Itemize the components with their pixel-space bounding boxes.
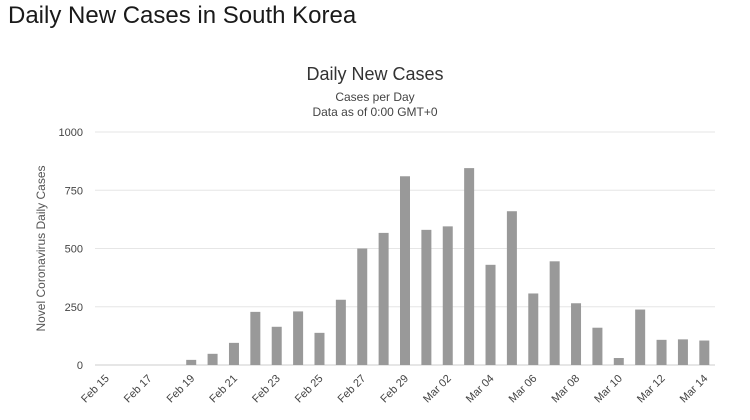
page-heading: Daily New Cases in South Korea xyxy=(8,2,357,29)
y-tick-label: 250 xyxy=(65,302,83,314)
bar xyxy=(677,339,688,365)
y-tick-label: 1000 xyxy=(59,127,83,139)
bar xyxy=(506,211,517,365)
bar xyxy=(186,359,197,365)
x-tick-label: Feb 21 xyxy=(207,373,240,406)
x-tick-label: Mar 08 xyxy=(549,373,582,406)
x-tick-label: Mar 02 xyxy=(421,373,454,406)
x-tick-label: Feb 23 xyxy=(250,373,283,406)
x-tick-label: Mar 14 xyxy=(678,373,711,406)
x-tick-label: Mar 10 xyxy=(592,373,625,406)
bar xyxy=(549,261,560,365)
y-tick-label: 500 xyxy=(65,244,83,256)
bar xyxy=(485,264,496,365)
x-tick-label: Feb 27 xyxy=(336,373,369,406)
x-tick-label: Mar 12 xyxy=(635,373,668,406)
x-tick-label: Mar 06 xyxy=(507,373,540,406)
x-tick-label: Feb 19 xyxy=(165,373,198,406)
x-tick-label: Feb 25 xyxy=(293,373,326,406)
bar xyxy=(613,358,624,365)
chart-title: Daily New Cases xyxy=(306,64,444,84)
bar xyxy=(378,232,389,365)
x-tick-label: Feb 17 xyxy=(122,373,155,406)
bar xyxy=(421,229,432,365)
bar xyxy=(207,353,218,365)
x-tick-label: Feb 15 xyxy=(79,373,112,406)
x-tick-label: Mar 04 xyxy=(464,373,497,406)
bar xyxy=(571,303,582,365)
bar xyxy=(400,176,410,365)
bar xyxy=(357,248,368,365)
bar xyxy=(293,311,304,365)
bar xyxy=(464,168,475,365)
bar xyxy=(528,293,539,365)
bar xyxy=(250,311,261,365)
y-axis-label: Novel Coronavirus Daily Cases xyxy=(34,165,48,331)
y-tick-label: 750 xyxy=(65,185,83,197)
bar xyxy=(271,326,282,365)
y-tick-label: 0 xyxy=(77,360,83,372)
bar xyxy=(635,309,646,365)
bar xyxy=(656,339,667,365)
chart-subtitle-2: Data as of 0:00 GMT+0 xyxy=(312,105,438,119)
bar xyxy=(335,299,346,365)
bar xyxy=(699,340,710,365)
x-tick-label: Feb 29 xyxy=(378,373,411,406)
chart-container: Daily New Cases Cases per Day Data as of… xyxy=(0,60,750,420)
chart-subtitle-1: Cases per Day xyxy=(335,90,415,104)
bar xyxy=(442,226,453,365)
bar xyxy=(592,327,603,365)
bar xyxy=(228,342,239,365)
bar xyxy=(314,332,325,365)
